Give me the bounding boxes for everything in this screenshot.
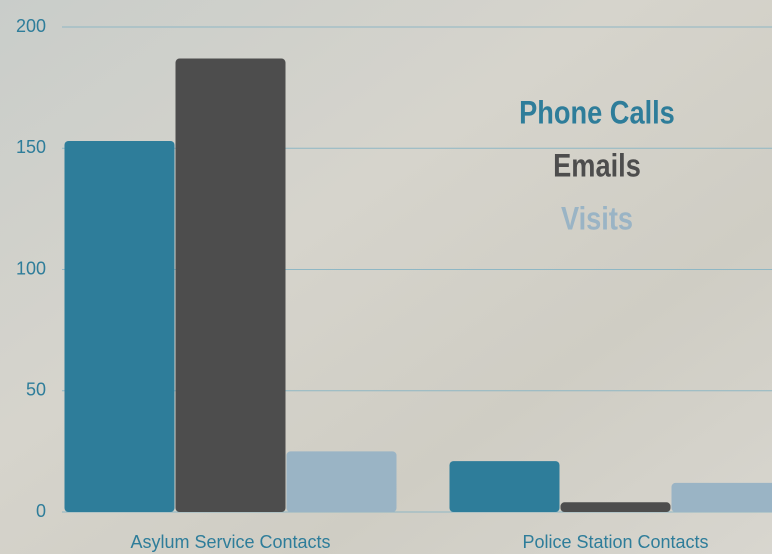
legend-entry: Visits: [561, 201, 633, 237]
bar: [176, 59, 286, 512]
legend-entry: Emails: [553, 148, 641, 184]
y-tick-label: 0: [36, 501, 46, 521]
bar: [287, 451, 397, 512]
bar: [450, 461, 560, 512]
bar: [672, 483, 772, 512]
bar: [561, 502, 671, 512]
y-tick-label: 150: [16, 137, 46, 157]
legend-entry: Phone Calls: [519, 95, 675, 131]
x-tick-label: Police Station Contacts: [522, 532, 708, 552]
y-tick-label: 200: [16, 16, 46, 36]
y-tick-label: 50: [26, 380, 46, 400]
y-tick-label: 100: [16, 258, 46, 278]
bar: [65, 141, 175, 512]
x-tick-label: Asylum Service Contacts: [130, 532, 330, 552]
chart: 0 50 100 150 200 Asylum Service Contacts Polic…: [0, 0, 772, 554]
